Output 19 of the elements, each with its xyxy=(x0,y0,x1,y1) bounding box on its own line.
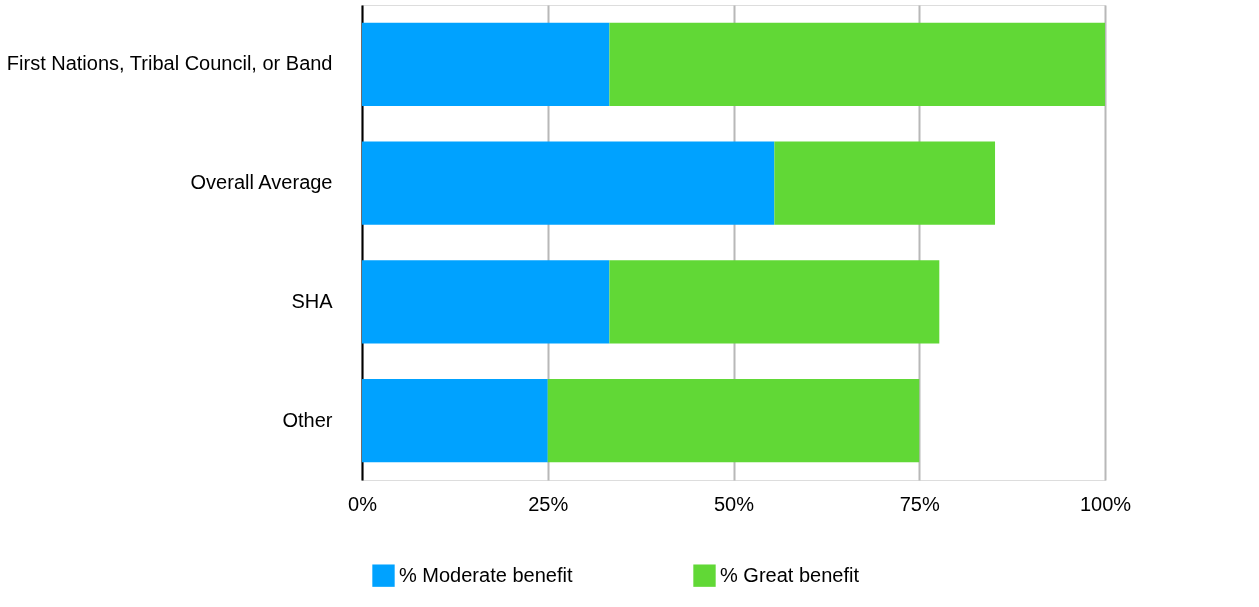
bar xyxy=(609,22,1105,106)
bar xyxy=(362,260,610,344)
bar xyxy=(774,141,996,225)
y-tick-label: Other xyxy=(282,408,333,431)
bar xyxy=(362,379,548,463)
y-tick-label: SHA xyxy=(291,289,334,312)
bar xyxy=(362,141,775,225)
bar xyxy=(609,260,940,344)
legend-label: % Moderate benefit xyxy=(399,563,573,586)
legend-label: % Great benefit xyxy=(720,563,860,586)
x-tick-label: 75% xyxy=(899,492,940,515)
x-tick-label: 0% xyxy=(348,492,378,515)
x-tick-label: 25% xyxy=(528,492,569,515)
x-tick-label: 50% xyxy=(713,492,755,515)
bar xyxy=(362,22,610,106)
y-tick-label: Overall Average xyxy=(190,171,333,194)
bar xyxy=(547,379,920,463)
x-tick-label: 100% xyxy=(1079,492,1132,515)
y-tick-label: First Nations, Tribal Council, or Band xyxy=(6,52,333,75)
